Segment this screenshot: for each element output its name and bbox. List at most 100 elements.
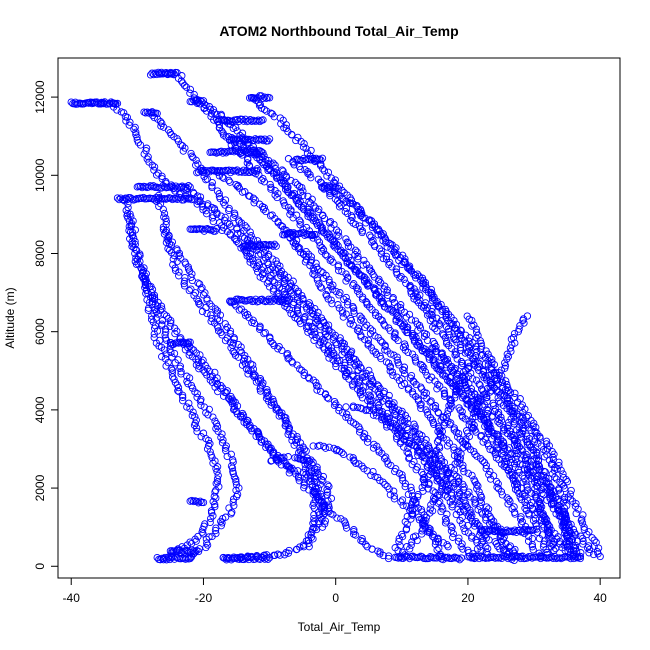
data-point <box>531 515 540 523</box>
data-point <box>398 474 407 482</box>
data-point <box>501 362 510 370</box>
data-point <box>298 456 306 464</box>
data-point <box>271 266 279 274</box>
data-point <box>465 510 474 518</box>
data-point <box>308 525 317 533</box>
data-point <box>407 316 416 324</box>
data-point <box>330 444 338 453</box>
data-point <box>563 543 572 551</box>
data-point <box>534 461 542 469</box>
data-point <box>433 474 442 482</box>
data-point <box>454 505 462 514</box>
data-point <box>260 178 268 186</box>
data-point <box>505 496 513 504</box>
data-point <box>574 505 582 513</box>
data-point <box>449 533 457 541</box>
data-point <box>454 554 462 562</box>
data-point <box>279 177 288 185</box>
data-point <box>122 206 130 215</box>
data-point <box>480 415 488 424</box>
data-point <box>335 406 343 415</box>
data-point <box>449 320 457 329</box>
data-point <box>171 264 179 272</box>
data-point <box>396 274 404 282</box>
data-point <box>403 542 411 551</box>
data-point <box>272 257 280 265</box>
data-point <box>473 519 481 528</box>
data-point <box>184 182 193 190</box>
data-point <box>113 99 122 108</box>
data-point <box>482 461 490 470</box>
data-point <box>580 523 588 531</box>
data-point <box>195 365 203 373</box>
data-point <box>338 448 346 457</box>
data-point <box>523 483 531 491</box>
data-point <box>471 450 479 458</box>
data-point <box>583 530 591 539</box>
data-point <box>560 493 569 502</box>
data-point <box>246 192 254 200</box>
data-point <box>267 185 275 193</box>
data-point <box>122 117 130 125</box>
data-point <box>425 355 434 364</box>
data-point <box>324 168 333 176</box>
data-point <box>376 550 384 558</box>
data-point <box>471 519 479 528</box>
data-point <box>389 371 397 379</box>
data-point <box>161 346 169 354</box>
data-point <box>345 351 353 359</box>
data-point <box>128 219 136 228</box>
data-point <box>249 168 257 176</box>
data-point <box>239 233 247 241</box>
data-point <box>428 294 437 302</box>
data-point <box>249 194 258 202</box>
data-point <box>379 299 388 307</box>
data-point <box>367 233 375 241</box>
data-point <box>195 280 204 288</box>
data-point <box>546 482 554 491</box>
data-point <box>141 278 149 287</box>
data-point <box>306 307 314 315</box>
data-point <box>225 206 233 215</box>
data-point <box>317 323 325 331</box>
data-point <box>192 156 200 164</box>
data-point <box>203 202 212 210</box>
data-point <box>126 210 134 218</box>
data-point <box>405 265 414 273</box>
data-point <box>440 390 449 398</box>
data-point <box>288 357 296 366</box>
data-point <box>280 453 288 461</box>
data-point <box>450 426 458 434</box>
data-point <box>259 174 267 183</box>
data-point <box>458 408 466 416</box>
data-point <box>525 471 533 479</box>
data-point <box>409 427 417 436</box>
data-point <box>594 544 603 552</box>
data-point <box>583 544 592 552</box>
data-point <box>298 183 306 192</box>
data-point <box>186 183 194 191</box>
data-point <box>125 217 134 225</box>
data-point <box>290 441 298 449</box>
data-point <box>465 337 473 345</box>
data-point <box>252 167 261 175</box>
data-point <box>325 219 334 227</box>
data-point <box>527 426 535 434</box>
data-point <box>410 504 418 513</box>
data-point <box>178 391 187 399</box>
data-point <box>173 327 181 335</box>
data-point <box>209 413 217 421</box>
data-point <box>537 442 546 450</box>
data-point <box>463 396 471 404</box>
data-point <box>468 405 476 413</box>
data-point <box>464 469 472 477</box>
data-point <box>338 267 346 276</box>
data-point <box>519 414 527 422</box>
data-point <box>338 186 346 195</box>
data-point <box>379 478 387 486</box>
data-point <box>230 502 238 510</box>
data-point <box>476 454 485 463</box>
chart-title: ATOM2 Northbound Total_Air_Temp <box>219 23 458 39</box>
data-point <box>262 440 270 448</box>
data-point <box>324 497 332 505</box>
